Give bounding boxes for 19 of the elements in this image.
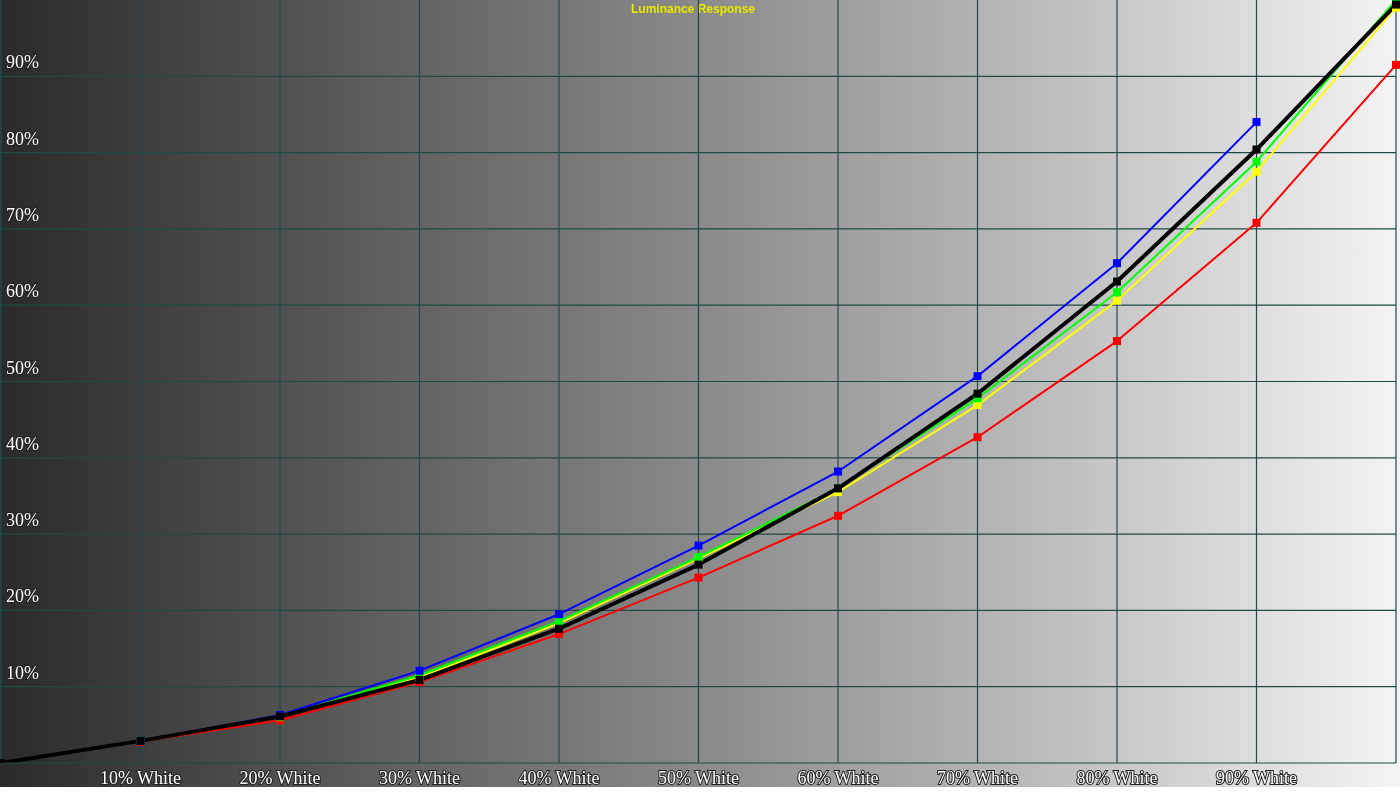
- x-tick-label: 10% White: [99, 767, 182, 788]
- y-tick-label: 80%: [6, 128, 39, 149]
- y-tick-label: 70%: [6, 204, 39, 225]
- chart-title: Luminance Response: [630, 2, 756, 16]
- y-tick-label: 90%: [6, 52, 39, 73]
- y-tick-label: 40%: [6, 433, 39, 454]
- y-tick-label: 50%: [6, 357, 39, 378]
- x-tick-label: 90% White: [1215, 767, 1298, 788]
- y-tick-label: 30%: [6, 510, 39, 531]
- x-tick-label: 30% White: [378, 767, 461, 788]
- y-tick-label: 10%: [6, 662, 39, 683]
- y-tick-label: 20%: [6, 586, 39, 607]
- y-tick-label: 60%: [6, 281, 39, 302]
- x-tick-label: 40% White: [518, 767, 600, 788]
- x-tick-label: 50% White: [657, 767, 740, 788]
- x-tick-label: 80% White: [1076, 767, 1158, 788]
- x-tick-label: 20% White: [239, 767, 321, 788]
- x-tick-label: 60% White: [797, 767, 879, 788]
- x-tick-label: 70% White: [936, 767, 1019, 788]
